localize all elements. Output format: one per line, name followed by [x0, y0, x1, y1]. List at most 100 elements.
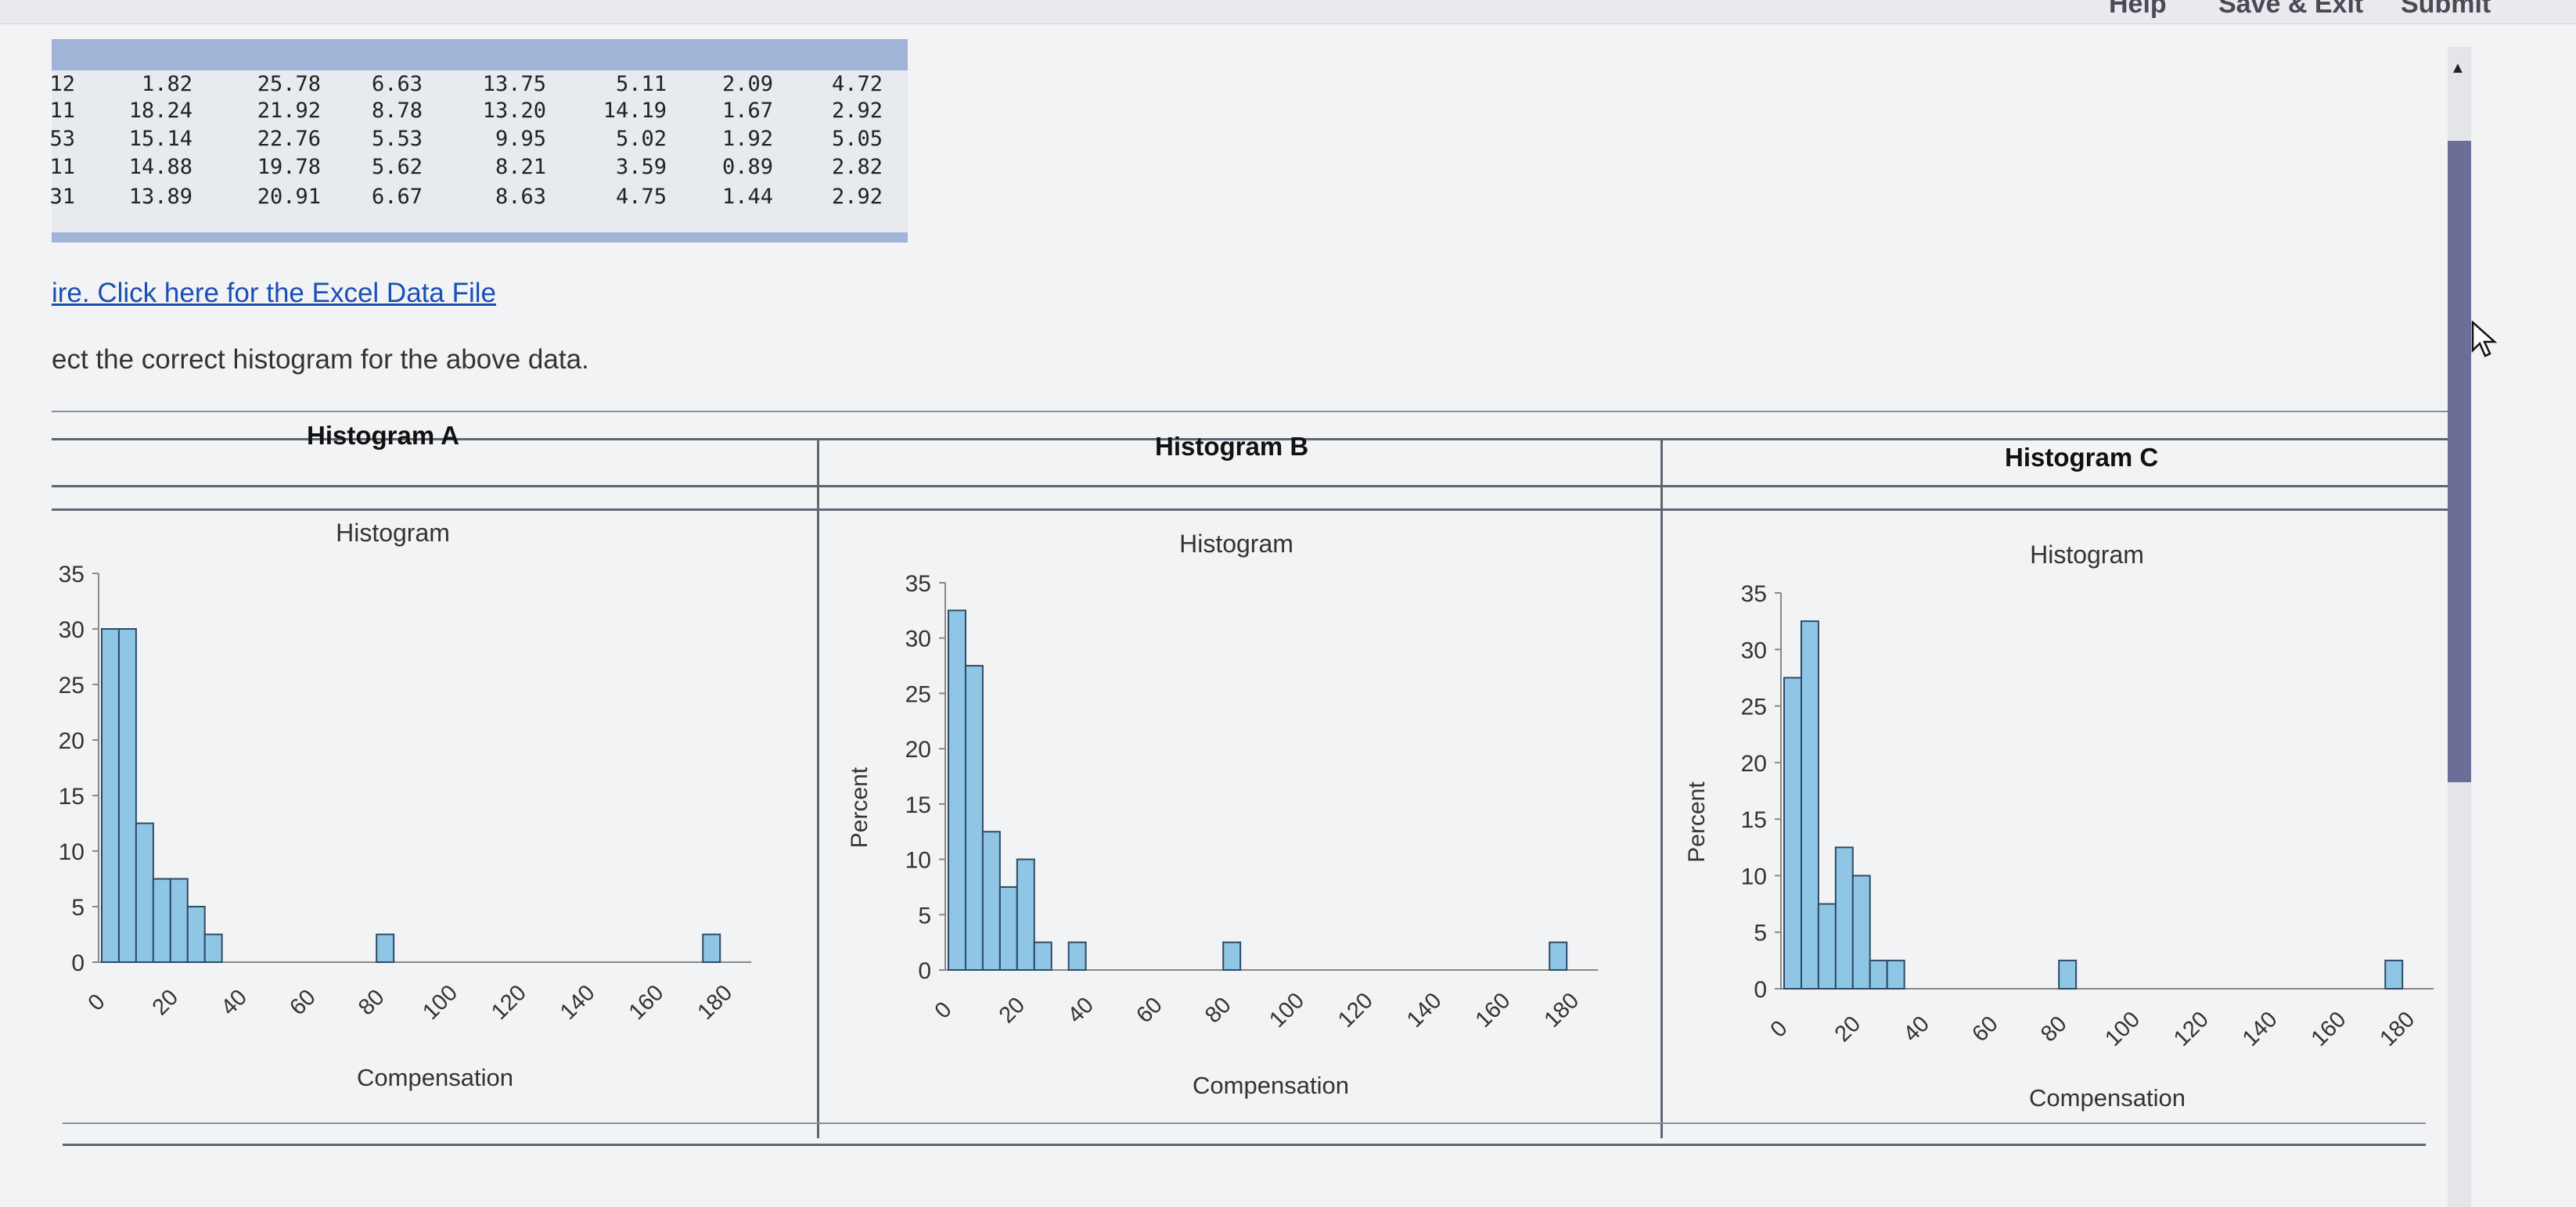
mouse-cursor-icon [2471, 321, 2498, 357]
histogram-bar [981, 831, 1001, 971]
histogram-bar [964, 665, 984, 971]
x-tick-label: 160 [2307, 1007, 2351, 1051]
table-cell: 13.75 [482, 72, 546, 96]
histogram-bar [702, 933, 721, 963]
y-tick-label: 10 [905, 848, 931, 874]
histogram-bar [117, 628, 137, 963]
x-axis-label: Compensation [357, 1064, 513, 1091]
x-tick-label: 100 [2100, 1007, 2145, 1051]
help-button[interactable]: Help [2109, 0, 2167, 19]
table-cell: 19.78 [257, 155, 321, 179]
histogram-bar [203, 933, 223, 963]
y-tick-label: 30 [1741, 638, 1767, 663]
x-tick-label: 40 [1063, 993, 1099, 1028]
table-cell: 22.76 [257, 127, 321, 151]
y-tick-label: 10 [59, 839, 85, 865]
y-tick-label: 15 [905, 792, 931, 818]
histogram-bar [2384, 959, 2404, 990]
table-cell: 5.11 [615, 72, 667, 96]
table-cell: 8.63 [495, 185, 546, 209]
histogram-bar [1800, 620, 1819, 990]
table-cell: 15.14 [128, 127, 192, 151]
table-cell: 1.92 [721, 127, 773, 151]
x-tick-label: 100 [1265, 988, 1309, 1033]
histogram-bar [135, 822, 154, 963]
histogram-a-label: Histogram A [307, 421, 459, 450]
panel-divider-ab [817, 438, 819, 1138]
y-tick-label: 0 [1754, 977, 1767, 1003]
table-cell: 18.24 [128, 99, 192, 123]
histogram-bar [1834, 846, 1854, 990]
x-tick-label: 140 [556, 980, 600, 1025]
y-tick-label: 5 [71, 895, 85, 921]
y-tick-label: 20 [905, 737, 931, 763]
top-toolbar [0, 0, 2576, 24]
x-tick-label: 100 [418, 980, 462, 1025]
x-tick-label: 20 [1830, 1011, 1865, 1047]
histogram-bar [1851, 875, 1871, 990]
submit-button[interactable]: Submit [2401, 0, 2491, 19]
y-tick-label: 30 [905, 627, 931, 652]
panel-content-top-rule [52, 508, 2455, 511]
table-cell: 25.78 [257, 72, 321, 96]
panel-divider-bc [1660, 438, 1663, 1138]
x-axis-label: Compensation [1193, 1072, 1349, 1099]
histogram-bar [152, 878, 171, 963]
table-cell: 5.05 [831, 127, 883, 151]
x-tick-label: 120 [1333, 988, 1378, 1033]
x-tick-label: 180 [2375, 1007, 2419, 1051]
x-tick-label: 40 [1899, 1011, 1934, 1047]
histogram-bar [998, 885, 1018, 972]
y-tick-label: 5 [1754, 921, 1767, 947]
save-exit-button[interactable]: Save & Exit [2218, 0, 2364, 19]
table-cell: 9.95 [495, 127, 546, 151]
scrollbar-thumb[interactable] [2448, 141, 2471, 782]
table-cell: 20.91 [257, 185, 321, 209]
y-tick-label: 25 [1741, 695, 1767, 720]
x-tick-label: 140 [1402, 988, 1447, 1033]
table-cell: 6.63 [371, 72, 423, 96]
table-cell: 1.82 [141, 72, 192, 96]
table-cell: 2.92 [831, 99, 883, 123]
table-cell: 2.82 [831, 155, 883, 179]
panel-top-rule [52, 411, 2455, 412]
histogram-bar [186, 906, 206, 963]
x-tick-label: 180 [1539, 988, 1584, 1033]
x-tick-label: 60 [1967, 1011, 2002, 1047]
histogram-b-label: Histogram B [1155, 432, 1309, 461]
histogram-bar [2058, 959, 2078, 990]
y-tick-label: 0 [71, 950, 85, 976]
histogram-a-title: Histogram [336, 519, 450, 547]
y-tick-label: 35 [1741, 581, 1767, 607]
y-tick-label: 20 [59, 728, 85, 754]
table-cell: 3.59 [615, 155, 667, 179]
x-tick-label: 160 [1471, 988, 1516, 1033]
histogram-bar [376, 933, 395, 963]
table-footer [52, 232, 908, 242]
histogram-bar [1067, 941, 1087, 971]
excel-data-file-link[interactable]: ire. Click here for the Excel Data File [52, 278, 496, 308]
data-table [52, 70, 908, 232]
y-tick-label: 35 [905, 571, 931, 597]
y-tick-label: 15 [1741, 807, 1767, 833]
table-cell: 1.44 [721, 185, 773, 209]
histogram-bar [169, 878, 189, 963]
histogram-c-title: Histogram [2030, 541, 2144, 569]
x-tick-label: 180 [693, 980, 737, 1025]
table-cell: 4.72 [831, 72, 883, 96]
x-tick-label: 0 [930, 997, 957, 1024]
histogram-bar [948, 609, 966, 971]
table-cell: 1.67 [721, 99, 773, 123]
y-tick-label: 5 [918, 903, 931, 929]
scroll-up-icon[interactable]: ▲ [2450, 59, 2466, 77]
table-cell: 11 [49, 99, 75, 123]
y-tick-label: 25 [905, 681, 931, 707]
table-cell: 0.89 [721, 155, 773, 179]
panel-header-bottom-rule [52, 485, 2455, 487]
question-text: ect the correct histogram for the above … [52, 344, 589, 375]
histogram-bar [1869, 959, 1888, 990]
y-tick-label: 35 [59, 562, 85, 587]
histogram-bar [1016, 858, 1035, 971]
x-tick-label: 40 [217, 985, 252, 1020]
